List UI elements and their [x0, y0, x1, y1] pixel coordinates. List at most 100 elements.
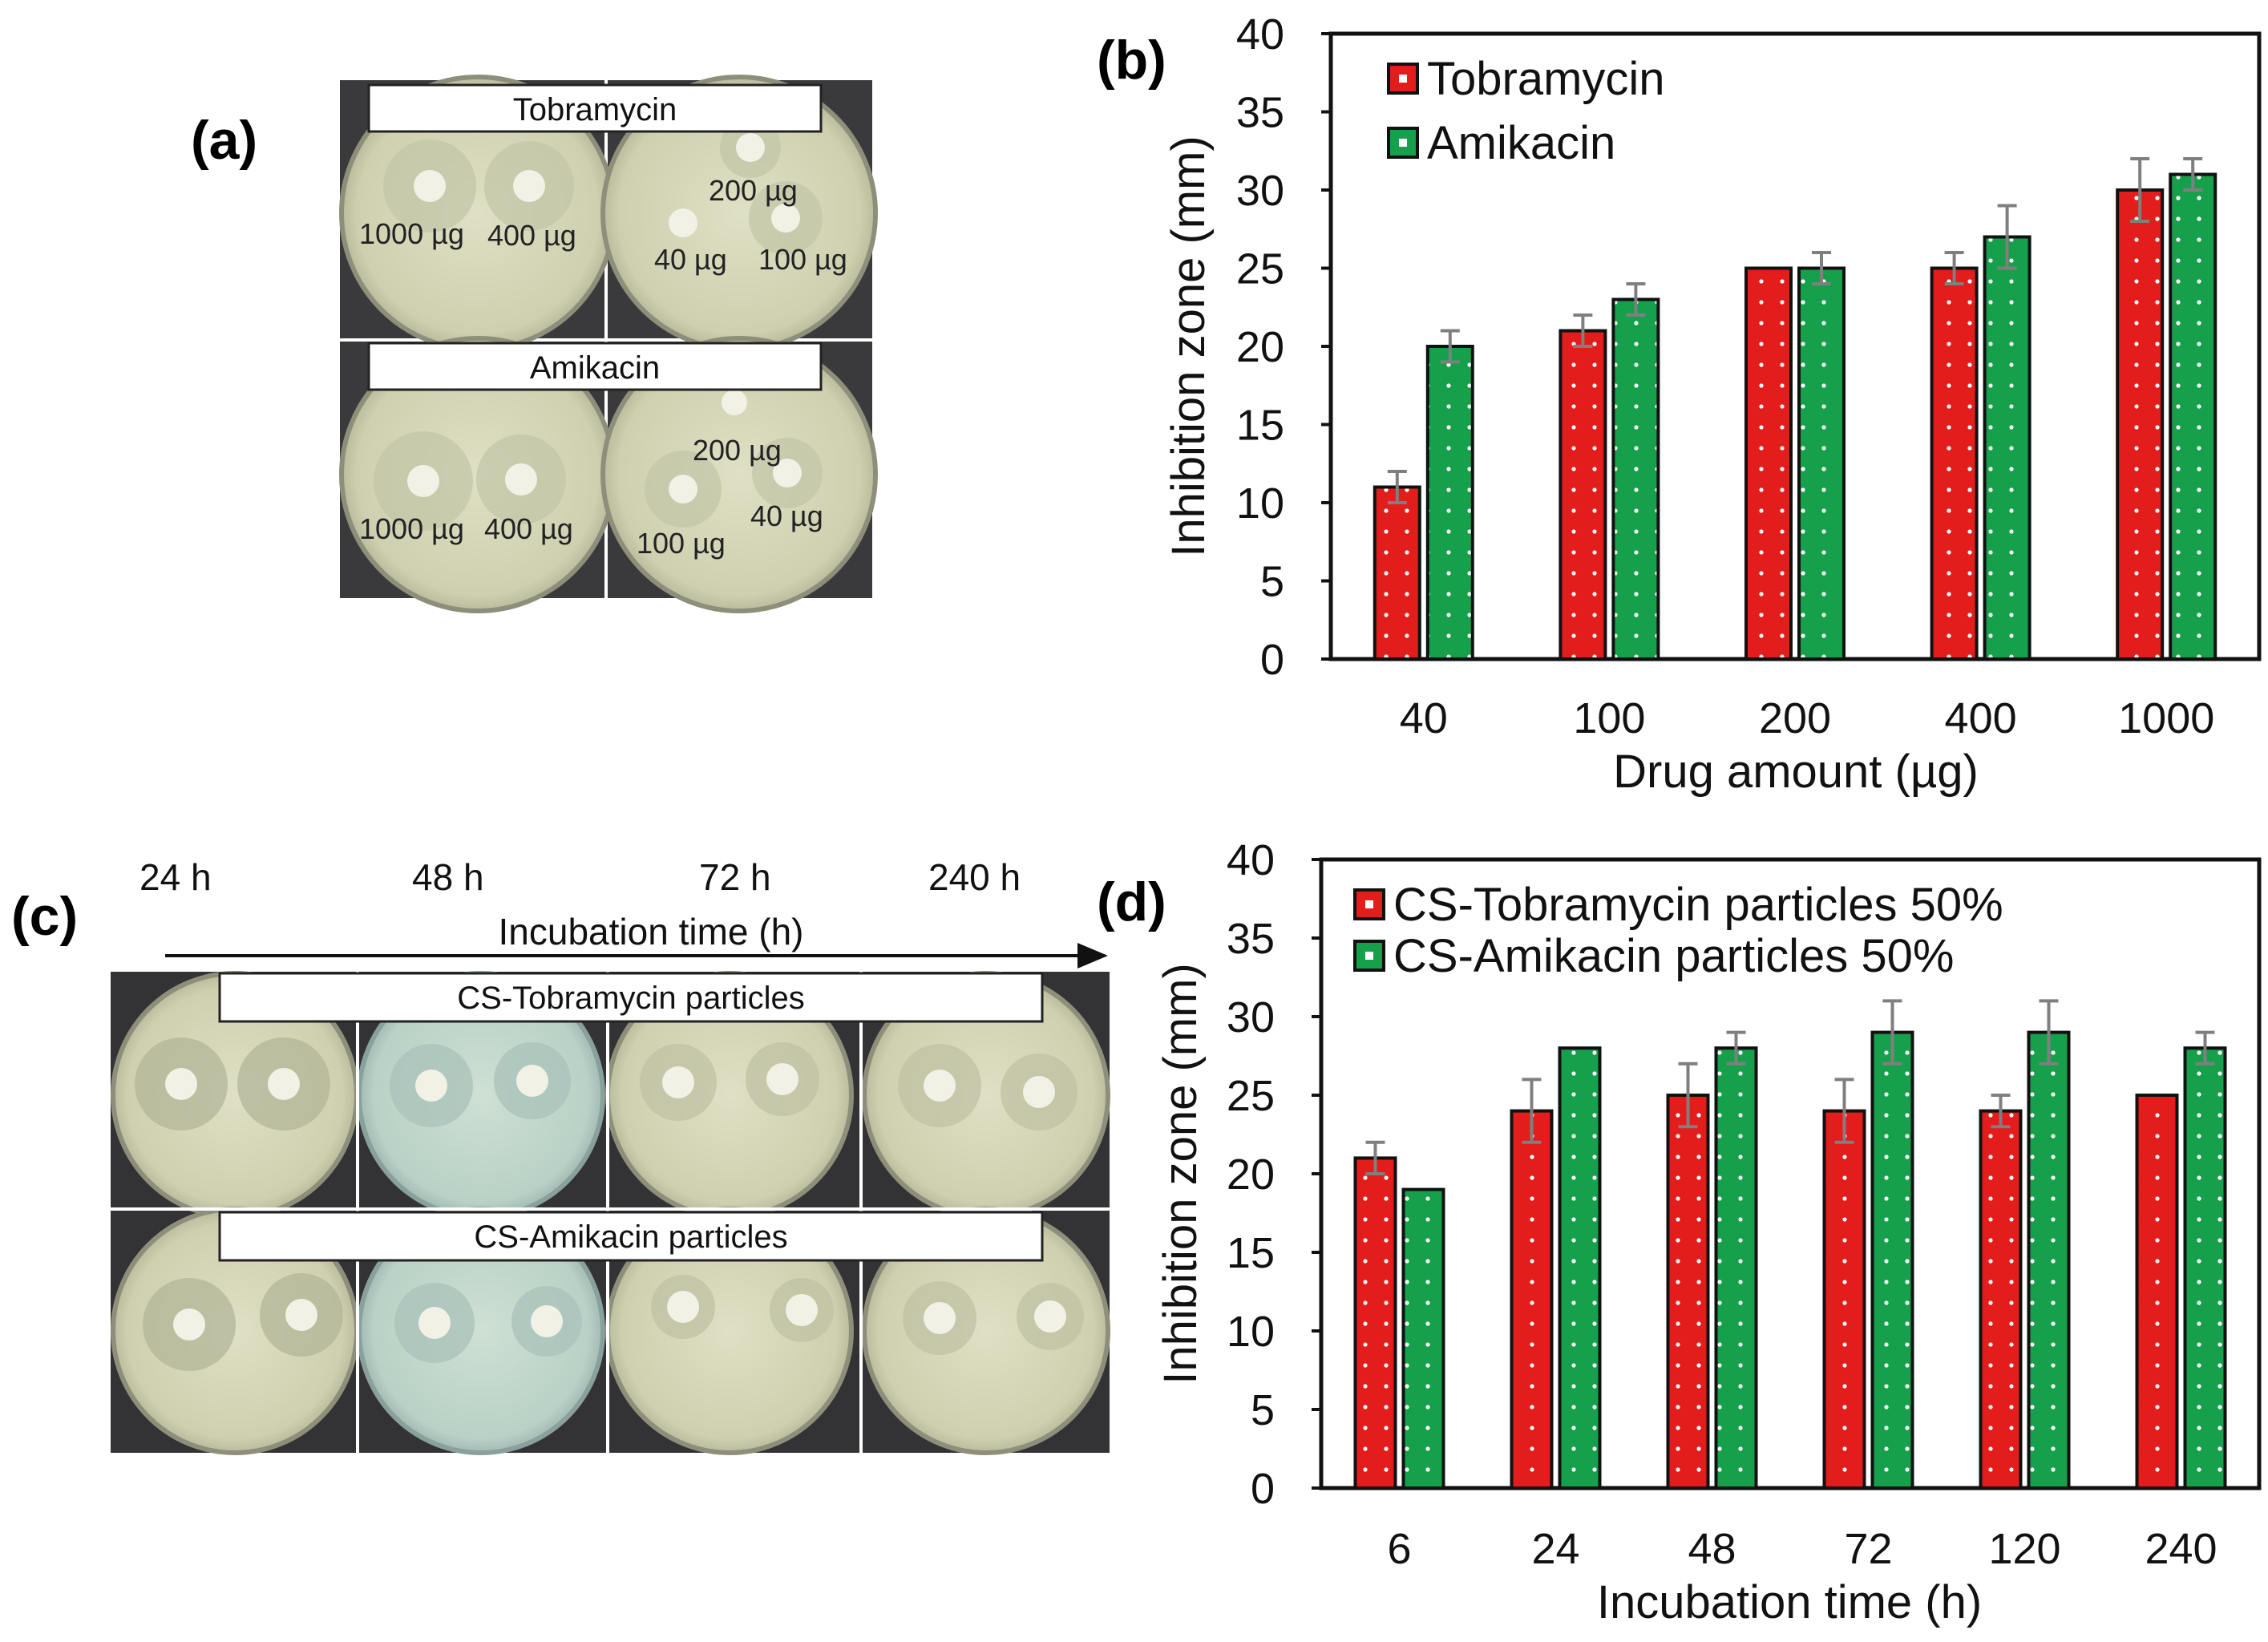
y-tick-label: 30 [1236, 167, 1284, 215]
plate-label: 40 µg [750, 499, 823, 532]
banner-cs-tobramycin [218, 972, 1044, 1023]
x-tick-label: 40 [1400, 694, 1448, 742]
petri-dish [339, 336, 617, 613]
time-label: 24 h [139, 856, 212, 898]
petri-dish [357, 971, 605, 1219]
y-tick-label: 10 [1236, 479, 1284, 528]
plate-label: 1000 µg [359, 217, 464, 250]
y-tick-label: 40 [1236, 10, 1284, 59]
plate-label: 100 µg [758, 243, 847, 276]
bar-series1 [1930, 266, 1979, 661]
petri-dish [605, 971, 854, 1219]
y-tick-label: 25 [1236, 245, 1284, 293]
bar-series1 [1510, 1109, 1554, 1490]
y-tick-label: 15 [1236, 402, 1284, 450]
petri-dish [862, 1207, 1110, 1455]
legend-swatch-dot [1365, 952, 1373, 960]
y-tick-label: 15 [1227, 1229, 1275, 1277]
x-tick-label: 100 [1573, 694, 1645, 742]
bar-series1 [1373, 485, 1421, 661]
panel-a: (a) [191, 75, 878, 613]
y-tick-label: 40 [1227, 836, 1275, 884]
legend-swatch-dot [1399, 75, 1407, 83]
plate-label: 400 µg [484, 512, 573, 545]
bar-series2 [2027, 1030, 2071, 1490]
bar-series2 [1983, 235, 2031, 661]
y-tick-label: 25 [1227, 1072, 1275, 1120]
bar-series1 [1744, 266, 1793, 661]
plate-label: 400 µg [487, 219, 576, 252]
y-tick-label: 20 [1227, 1151, 1275, 1199]
legend-swatch-dot [1365, 900, 1373, 908]
y-tick-label: 10 [1227, 1308, 1275, 1356]
banner-amikacin-text: Amikacin [530, 350, 660, 386]
x-tick-label: 240 [2145, 1525, 2217, 1573]
x-axis-label: Incubation time (h) [1597, 1576, 1982, 1628]
legend-swatch-dot [1399, 139, 1407, 147]
banner-cs-tobramycin-text: CS-Tobramycin particles [457, 981, 804, 1016]
plate-label: 100 µg [637, 527, 726, 560]
x-tick-label: 1000 [2118, 694, 2214, 742]
x-tick-label: 6 [1387, 1525, 1411, 1573]
bar-series2 [1558, 1046, 1602, 1490]
bar-series1 [1558, 329, 1607, 661]
banner-cs-amikacin [218, 1211, 1044, 1262]
petri-dish [111, 971, 359, 1219]
y-tick-label: 0 [1260, 636, 1284, 684]
bar-series2 [1401, 1187, 1445, 1490]
petri-dish [339, 75, 617, 352]
legend-swatch [1387, 63, 1419, 95]
x-tick-label: 48 [1688, 1525, 1736, 1573]
bar-series2 [2169, 172, 2217, 661]
petri-dish [600, 336, 878, 613]
time-label: 48 h [412, 856, 484, 898]
banner-tobramycin [367, 83, 823, 133]
time-label: 240 h [928, 856, 1021, 898]
y-tick-label: 30 [1227, 993, 1275, 1041]
y-tick-label: 20 [1236, 323, 1284, 371]
banner-tobramycin-text: Tobramycin [513, 92, 677, 127]
x-tick-label: 400 [1945, 694, 2017, 742]
plate-label: 200 µg [693, 434, 782, 467]
banner-cs-amikacin-text: CS-Amikacin particles [474, 1219, 787, 1255]
x-axis-label: Drug amount (µg) [1613, 746, 1979, 798]
bar-series1 [1979, 1109, 2023, 1490]
plate-label: 40 µg [654, 243, 727, 276]
chart-b: 0 5 10 15 20 25 30 35 40 40 100 200 400 1000 Drug amou… [1162, 10, 2262, 798]
y-tick-label: 35 [1236, 89, 1284, 137]
x-tick-label: 200 [1759, 694, 1831, 742]
panel-d: (d) 0 5 10 15 20 25 30 35 40 6 24 48 72 120 240 Incubat… [1097, 836, 2262, 1628]
plate-label: 200 µg [709, 174, 798, 207]
y-tick-label: 5 [1251, 1386, 1275, 1434]
bar-series2 [2183, 1046, 2227, 1490]
x-tick-label: 24 [1531, 1525, 1579, 1573]
plate-label: 1000 µg [359, 512, 464, 545]
bar-series2 [1870, 1030, 1914, 1490]
panel-b-label: (b) [1097, 30, 1166, 91]
bar-series1 [1353, 1156, 1397, 1490]
legend-label: CS-Tobramycin particles 50% [1393, 879, 2003, 931]
bar-series1 [2116, 188, 2165, 661]
legend-label: Amikacin [1427, 117, 1615, 169]
bar-series1 [1666, 1094, 1710, 1490]
bar-series1 [1822, 1109, 1866, 1490]
legend-label: Tobramycin [1427, 53, 1665, 105]
y-axis-label: Inhibition zone (mm) [1162, 135, 1215, 556]
y-tick-label: 5 [1260, 558, 1284, 606]
y-tick-label: 35 [1227, 915, 1275, 963]
x-tick-label: 120 [1988, 1525, 2060, 1573]
bar-series2 [1714, 1046, 1758, 1490]
petri-dish [357, 1207, 605, 1455]
chart-d: 0 5 10 15 20 25 30 35 40 6 24 48 72 120 240 Incubation … [1154, 836, 2262, 1628]
bar-series2 [1797, 266, 1846, 661]
bar-series2 [1611, 297, 1660, 661]
time-label: 72 h [699, 856, 771, 898]
legend-swatch [1387, 127, 1419, 159]
arrow-label: Incubation time (h) [499, 911, 804, 952]
y-axis-label: Inhibition zone (mm) [1154, 963, 1207, 1384]
panel-c: (c) 24 h 48 h 72 h 240 h Incubation time… [11, 856, 1110, 1455]
panel-b: (b) 0 5 10 15 20 25 30 35 40 40 100 200 400 1000 Drug … [1097, 10, 2262, 798]
bar-series2 [1425, 345, 1474, 661]
panel-c-label: (c) [11, 886, 78, 947]
